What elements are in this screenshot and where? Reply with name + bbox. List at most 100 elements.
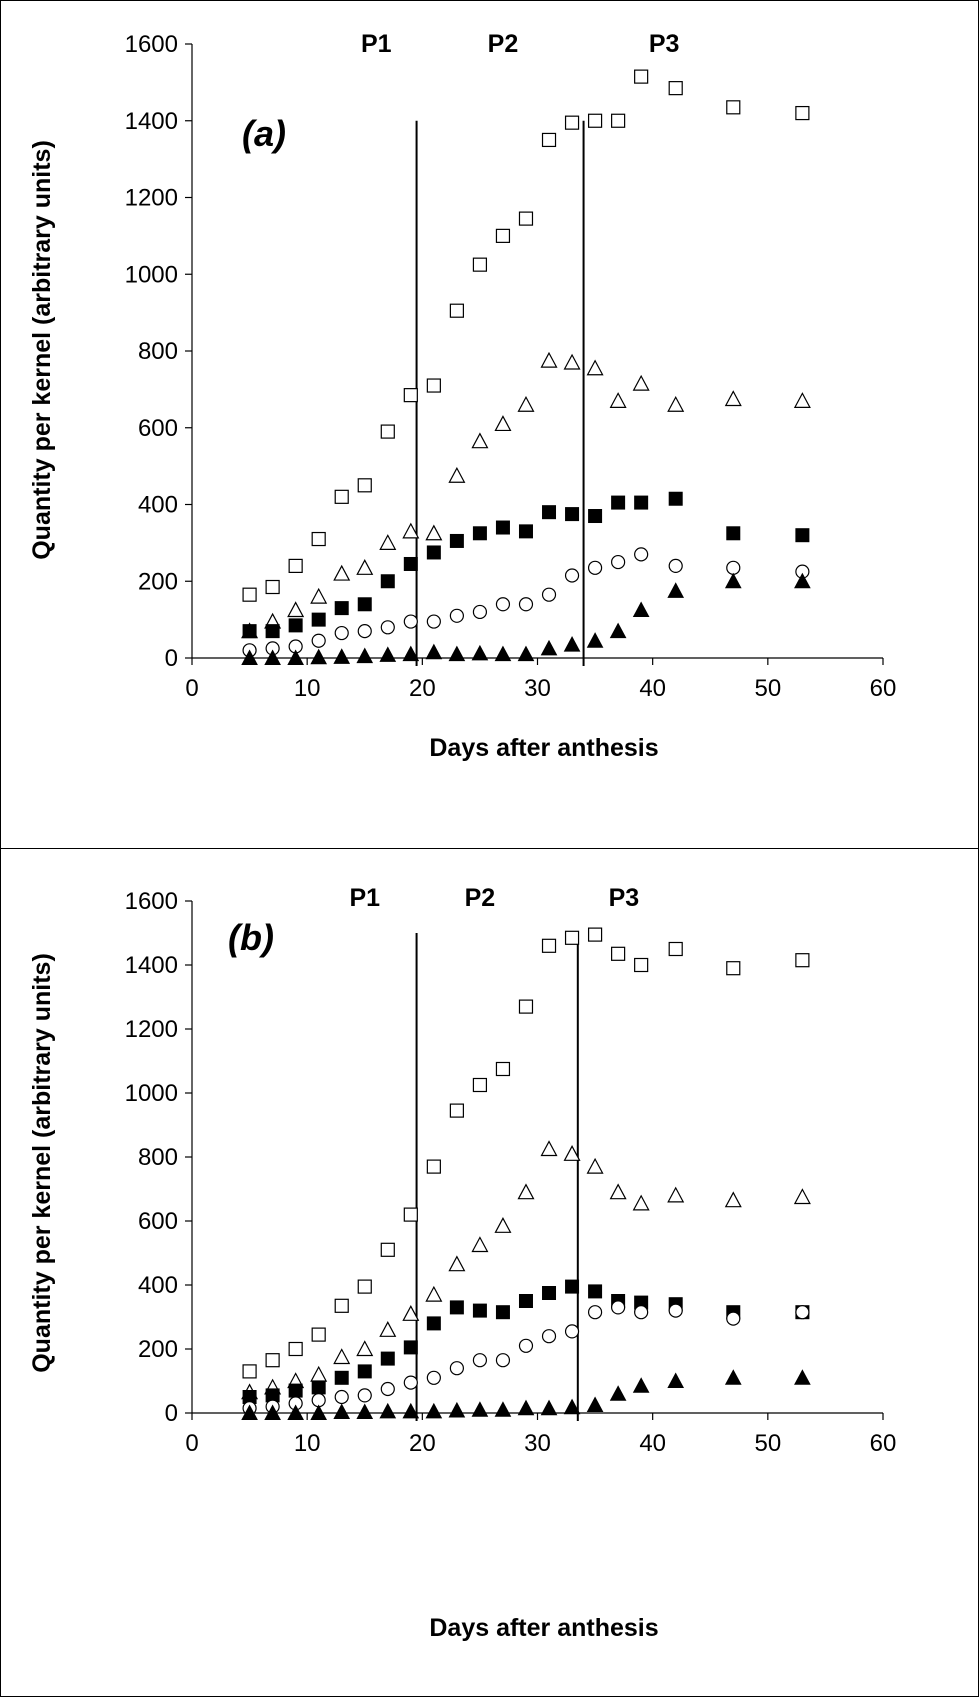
filled-square-point (357, 1364, 372, 1379)
filled-square-point (565, 1279, 580, 1294)
x-tick-label: 20 (409, 1430, 436, 1457)
open-triangle-point (563, 353, 581, 370)
open-square-point (449, 1103, 464, 1118)
filled-triangle-point (356, 1403, 374, 1420)
open-square-point (668, 941, 683, 957)
open-circle-point (472, 604, 488, 620)
panel-label: (a) (242, 113, 286, 154)
filled-square-point (311, 1380, 326, 1395)
x-tick-label: 60 (870, 1430, 897, 1457)
open-triangle-point (471, 432, 489, 449)
open-square-point (587, 927, 603, 942)
filled-triangle-point (310, 1404, 328, 1420)
filled-square-point (288, 618, 303, 633)
filled-square-point (403, 556, 418, 571)
filled-square-point (288, 1383, 303, 1398)
open-triangle-point (586, 359, 604, 376)
filled-square-point (588, 1284, 603, 1299)
y-tick-label: 1600 (125, 888, 178, 915)
filled-triangle-point (632, 601, 650, 618)
open-square-point (518, 999, 534, 1014)
filled-triangle-point (540, 639, 558, 656)
open-circle-point (449, 1361, 464, 1376)
open-triangle-point (793, 1188, 811, 1205)
filled-triangle-point (609, 622, 627, 639)
open-triangle-point (494, 415, 512, 432)
open-triangle-point (609, 392, 627, 408)
open-circle-point (311, 633, 326, 648)
y-tick-label: 200 (138, 1336, 178, 1363)
x-tick-label: 40 (639, 1430, 666, 1457)
open-triangle-point (667, 395, 685, 412)
open-square-point (242, 587, 257, 602)
chart-panel-b: 0 200 400 600 800 1000 1200 1400 1600 0 10 20 30 40 50… (0, 848, 979, 1697)
open-triangle-point (517, 1183, 535, 1200)
y-tick-label: 1200 (125, 1016, 178, 1043)
open-triangle-point (402, 522, 420, 539)
y-tick-label: 400 (138, 1272, 178, 1299)
open-square-point (288, 558, 303, 574)
open-circle-point (472, 1353, 488, 1368)
filled-triangle-point (540, 1399, 558, 1416)
open-circle-point (357, 624, 372, 639)
filled-square-point (357, 597, 372, 612)
open-square-point (357, 478, 372, 493)
filled-square-point (634, 495, 649, 510)
open-circle-point (426, 1370, 441, 1385)
open-triangle-point (425, 1285, 443, 1302)
period-label: P2 (465, 884, 496, 912)
open-triangle-point (540, 351, 558, 368)
open-circle-point (587, 1305, 603, 1320)
open-square-point (472, 257, 488, 272)
open-triangle-point (333, 1348, 351, 1365)
x-tick-label: 0 (185, 1430, 198, 1457)
filled-triangle-point (471, 1401, 489, 1417)
open-circle-point (611, 1300, 626, 1315)
open-circle-point (726, 1311, 741, 1326)
open-triangle-point (379, 1321, 397, 1337)
open-square-point (541, 938, 557, 953)
open-triangle-point (287, 601, 305, 618)
filled-triangle-point (632, 1377, 650, 1393)
x-axis-label: Days after anthesis (429, 734, 658, 762)
filled-triangle-point (563, 636, 581, 652)
scatter-chart-b: 0 200 400 600 800 1000 1200 1400 1600 0 10 20 30 40 50… (0, 848, 979, 1697)
filled-triangle-point (517, 645, 535, 662)
period-label: P1 (349, 884, 380, 912)
open-circle-point (380, 620, 395, 635)
open-square-point (611, 946, 626, 961)
filled-triangle-point (448, 1401, 466, 1418)
x-tick-label: 20 (409, 675, 436, 702)
y-tick-label: 400 (138, 492, 178, 519)
open-circle-point (380, 1381, 395, 1397)
open-circle-point (518, 597, 534, 612)
filled-square-point (426, 1316, 441, 1331)
open-circle-point (357, 1388, 372, 1403)
filled-triangle-point (402, 645, 420, 662)
open-square-point (288, 1341, 303, 1357)
open-square-point (449, 303, 464, 318)
filled-square-point (334, 601, 349, 616)
open-circle-point (495, 1353, 511, 1368)
filled-square-point (449, 1300, 464, 1315)
open-circle-point (564, 568, 580, 583)
filled-triangle-point (333, 1403, 351, 1420)
open-triangle-point (632, 1194, 650, 1211)
period-label: P2 (488, 30, 519, 58)
open-square-point (495, 228, 511, 243)
open-square-point (380, 424, 395, 439)
x-tick-label: 50 (754, 1430, 781, 1457)
y-tick-label: 1200 (125, 185, 178, 212)
filled-square-point (542, 505, 557, 520)
filled-square-point (334, 1370, 349, 1385)
open-triangle-point (425, 524, 443, 541)
open-circle-point (334, 625, 349, 641)
y-tick-label: 1000 (125, 1080, 178, 1107)
filled-triangle-point (379, 1402, 397, 1419)
scatter-chart-a: 0 200 400 600 800 1000 1200 1400 1600 0 10 20 30 40 50… (0, 0, 979, 849)
y-tick-label: 1400 (125, 952, 178, 979)
filled-triangle-point (517, 1399, 535, 1416)
open-triangle-point (563, 1145, 581, 1161)
open-square-point (518, 211, 534, 226)
open-triangle-point (724, 1191, 742, 1208)
